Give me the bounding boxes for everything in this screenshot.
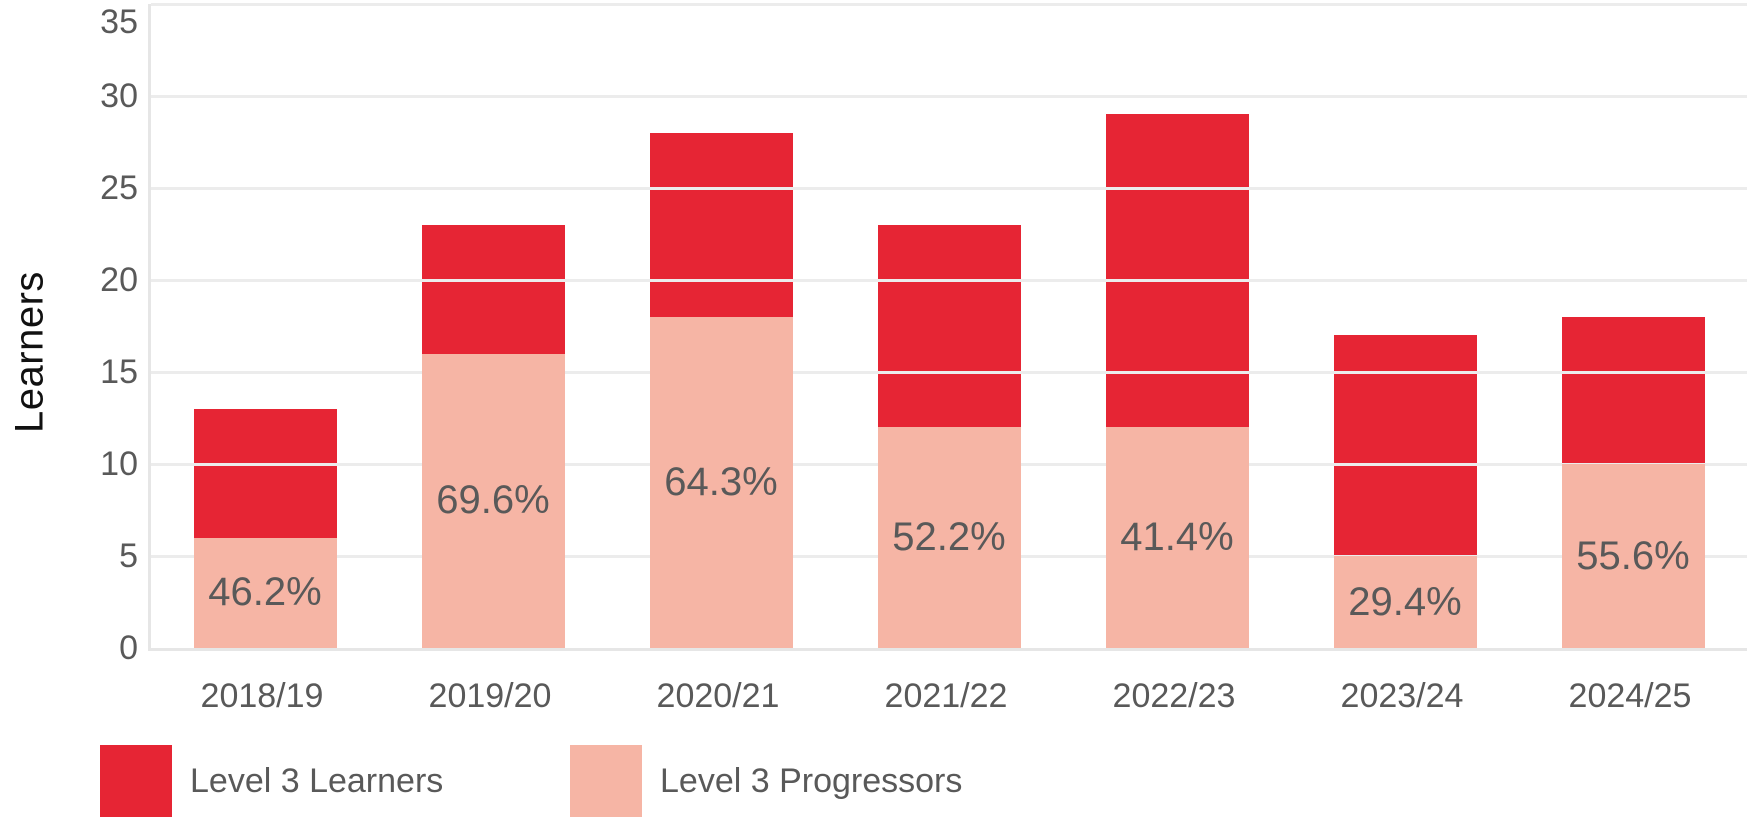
y-axis-tick-label: 15 bbox=[100, 353, 138, 391]
x-axis-label: 2021/22 bbox=[884, 677, 1008, 715]
y-axis-tick-label: 0 bbox=[119, 629, 138, 667]
bar-column-2022-23: 41.4% bbox=[1063, 4, 1291, 648]
y-axis-tick-label: 20 bbox=[100, 261, 138, 299]
x-axis-label: 2024/25 bbox=[1568, 677, 1692, 715]
y-axis-tick-label: 30 bbox=[100, 77, 138, 115]
bar-segment-learners bbox=[649, 132, 793, 317]
bar-stack: 46.2% bbox=[193, 408, 337, 648]
x-axis-label: 2020/21 bbox=[656, 677, 780, 715]
bar-segment-progressors: 64.3% bbox=[649, 316, 793, 648]
gridline bbox=[151, 2, 1747, 6]
bar-segment-progressors: 69.6% bbox=[421, 353, 565, 648]
gridline bbox=[151, 94, 1747, 98]
legend-swatch-progressors bbox=[570, 745, 642, 817]
y-axis-tick-label: 10 bbox=[100, 445, 138, 483]
legend-swatch-learners bbox=[100, 745, 172, 817]
bar-segment-progressors: 55.6% bbox=[1561, 464, 1705, 648]
bar-stack: 64.3% bbox=[649, 132, 793, 648]
legend-item-learners: Level 3 Learners bbox=[100, 745, 443, 817]
percent-label: 52.2% bbox=[892, 515, 1006, 560]
bar-segment-learners bbox=[1105, 114, 1249, 428]
bar-segment-progressors: 41.4% bbox=[1105, 427, 1249, 648]
bar-column-2023-24: 29.4% bbox=[1291, 4, 1519, 648]
bar-column-2020-21: 64.3% bbox=[607, 4, 835, 648]
percent-label: 41.4% bbox=[1120, 515, 1234, 560]
y-axis-tick-label: 35 bbox=[100, 3, 138, 41]
bar-stack: 55.6% bbox=[1561, 316, 1705, 648]
bar-segment-learners bbox=[421, 224, 565, 354]
gridline bbox=[151, 278, 1747, 282]
legend-label-learners: Level 3 Learners bbox=[190, 761, 444, 800]
bar-stack: 69.6% bbox=[421, 224, 565, 648]
bar-stack: 29.4% bbox=[1333, 335, 1477, 648]
bar-segment-progressors: 52.2% bbox=[877, 427, 1021, 648]
x-axis-label: 2023/24 bbox=[1340, 677, 1464, 715]
percent-label: 64.3% bbox=[664, 459, 778, 504]
bar-column-2018-19: 46.2% bbox=[151, 4, 379, 648]
x-axis-label: 2019/20 bbox=[428, 677, 552, 715]
bar-column-2024-25: 55.6% bbox=[1519, 4, 1747, 648]
bar-segment-learners bbox=[877, 224, 1021, 428]
legend-label-progressors: Level 3 Progressors bbox=[660, 761, 963, 800]
bar-segment-progressors: 29.4% bbox=[1333, 556, 1477, 648]
bar-segment-learners bbox=[1561, 316, 1705, 464]
x-axis-label: 2018/19 bbox=[200, 677, 324, 715]
bar-segment-learners bbox=[1333, 335, 1477, 556]
bar-stack: 52.2% bbox=[877, 224, 1021, 648]
x-axis-label: 2022/23 bbox=[1112, 677, 1236, 715]
percent-label: 46.2% bbox=[208, 570, 322, 615]
plot-area: 46.2% 69.6% 64.3% 52.2% 41.4% 29.4% 55.6% bbox=[148, 2, 1747, 651]
legend-item-progressors: Level 3 Progressors bbox=[570, 745, 962, 817]
x-axis: 2018/19 2019/20 2020/21 2021/22 2022/23 2023/… bbox=[148, 651, 1744, 721]
bar-column-2021-22: 52.2% bbox=[835, 4, 1063, 648]
percent-label: 55.6% bbox=[1576, 533, 1690, 578]
y-axis-tick-label: 25 bbox=[100, 169, 138, 207]
bar-segment-progressors: 46.2% bbox=[193, 537, 337, 648]
percent-label: 29.4% bbox=[1348, 579, 1462, 624]
bar-segment-learners bbox=[193, 408, 337, 538]
percent-label: 69.6% bbox=[436, 478, 550, 523]
gridline bbox=[151, 186, 1747, 190]
bar-stack: 41.4% bbox=[1105, 114, 1249, 648]
bar-column-2019-20: 69.6% bbox=[379, 4, 607, 648]
gridline bbox=[151, 370, 1747, 374]
y-axis-tick-label: 5 bbox=[119, 537, 138, 575]
